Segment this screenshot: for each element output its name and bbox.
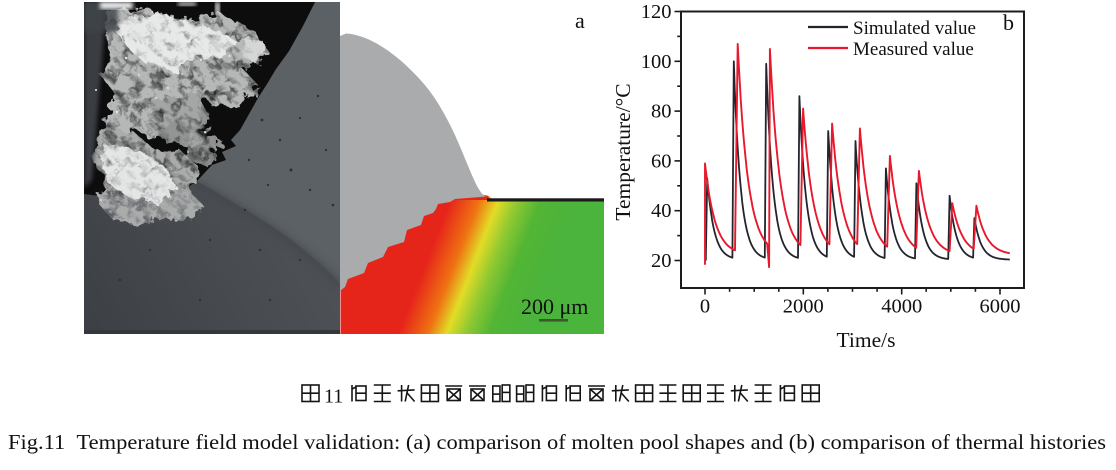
- svg-text:11: 11: [324, 386, 343, 408]
- svg-text:Time/s: Time/s: [837, 328, 896, 352]
- svg-text:80: 80: [651, 101, 672, 123]
- svg-text:Simulated value: Simulated value: [853, 18, 976, 39]
- svg-text:b: b: [1003, 10, 1014, 35]
- svg-text:60: 60: [651, 150, 672, 172]
- svg-text:20: 20: [651, 250, 672, 272]
- svg-text:4000: 4000: [881, 296, 922, 318]
- svg-text:6000: 6000: [980, 296, 1021, 318]
- svg-text:40: 40: [651, 200, 672, 222]
- svg-text:Temperature/°C: Temperature/°C: [611, 83, 635, 220]
- svg-text:200 μm: 200 μm: [521, 294, 588, 319]
- svg-text:Measured value: Measured value: [853, 39, 974, 60]
- svg-text:120: 120: [641, 1, 672, 23]
- svg-text:Fig.11 Temperature field mode: Fig.11 Temperature field model validatio…: [8, 430, 1106, 454]
- svg-text:2000: 2000: [783, 296, 824, 318]
- svg-text:100: 100: [641, 51, 672, 73]
- svg-text:0: 0: [700, 296, 710, 318]
- svg-text:a: a: [575, 8, 585, 33]
